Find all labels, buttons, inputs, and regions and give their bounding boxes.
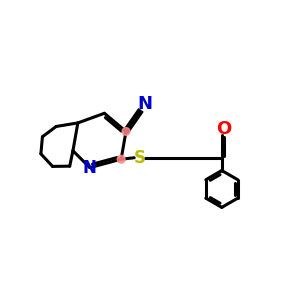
Circle shape bbox=[117, 155, 125, 163]
Circle shape bbox=[122, 128, 130, 135]
Text: S: S bbox=[134, 149, 146, 167]
Text: O: O bbox=[216, 120, 231, 138]
Text: N: N bbox=[83, 159, 97, 177]
Text: N: N bbox=[138, 95, 153, 113]
